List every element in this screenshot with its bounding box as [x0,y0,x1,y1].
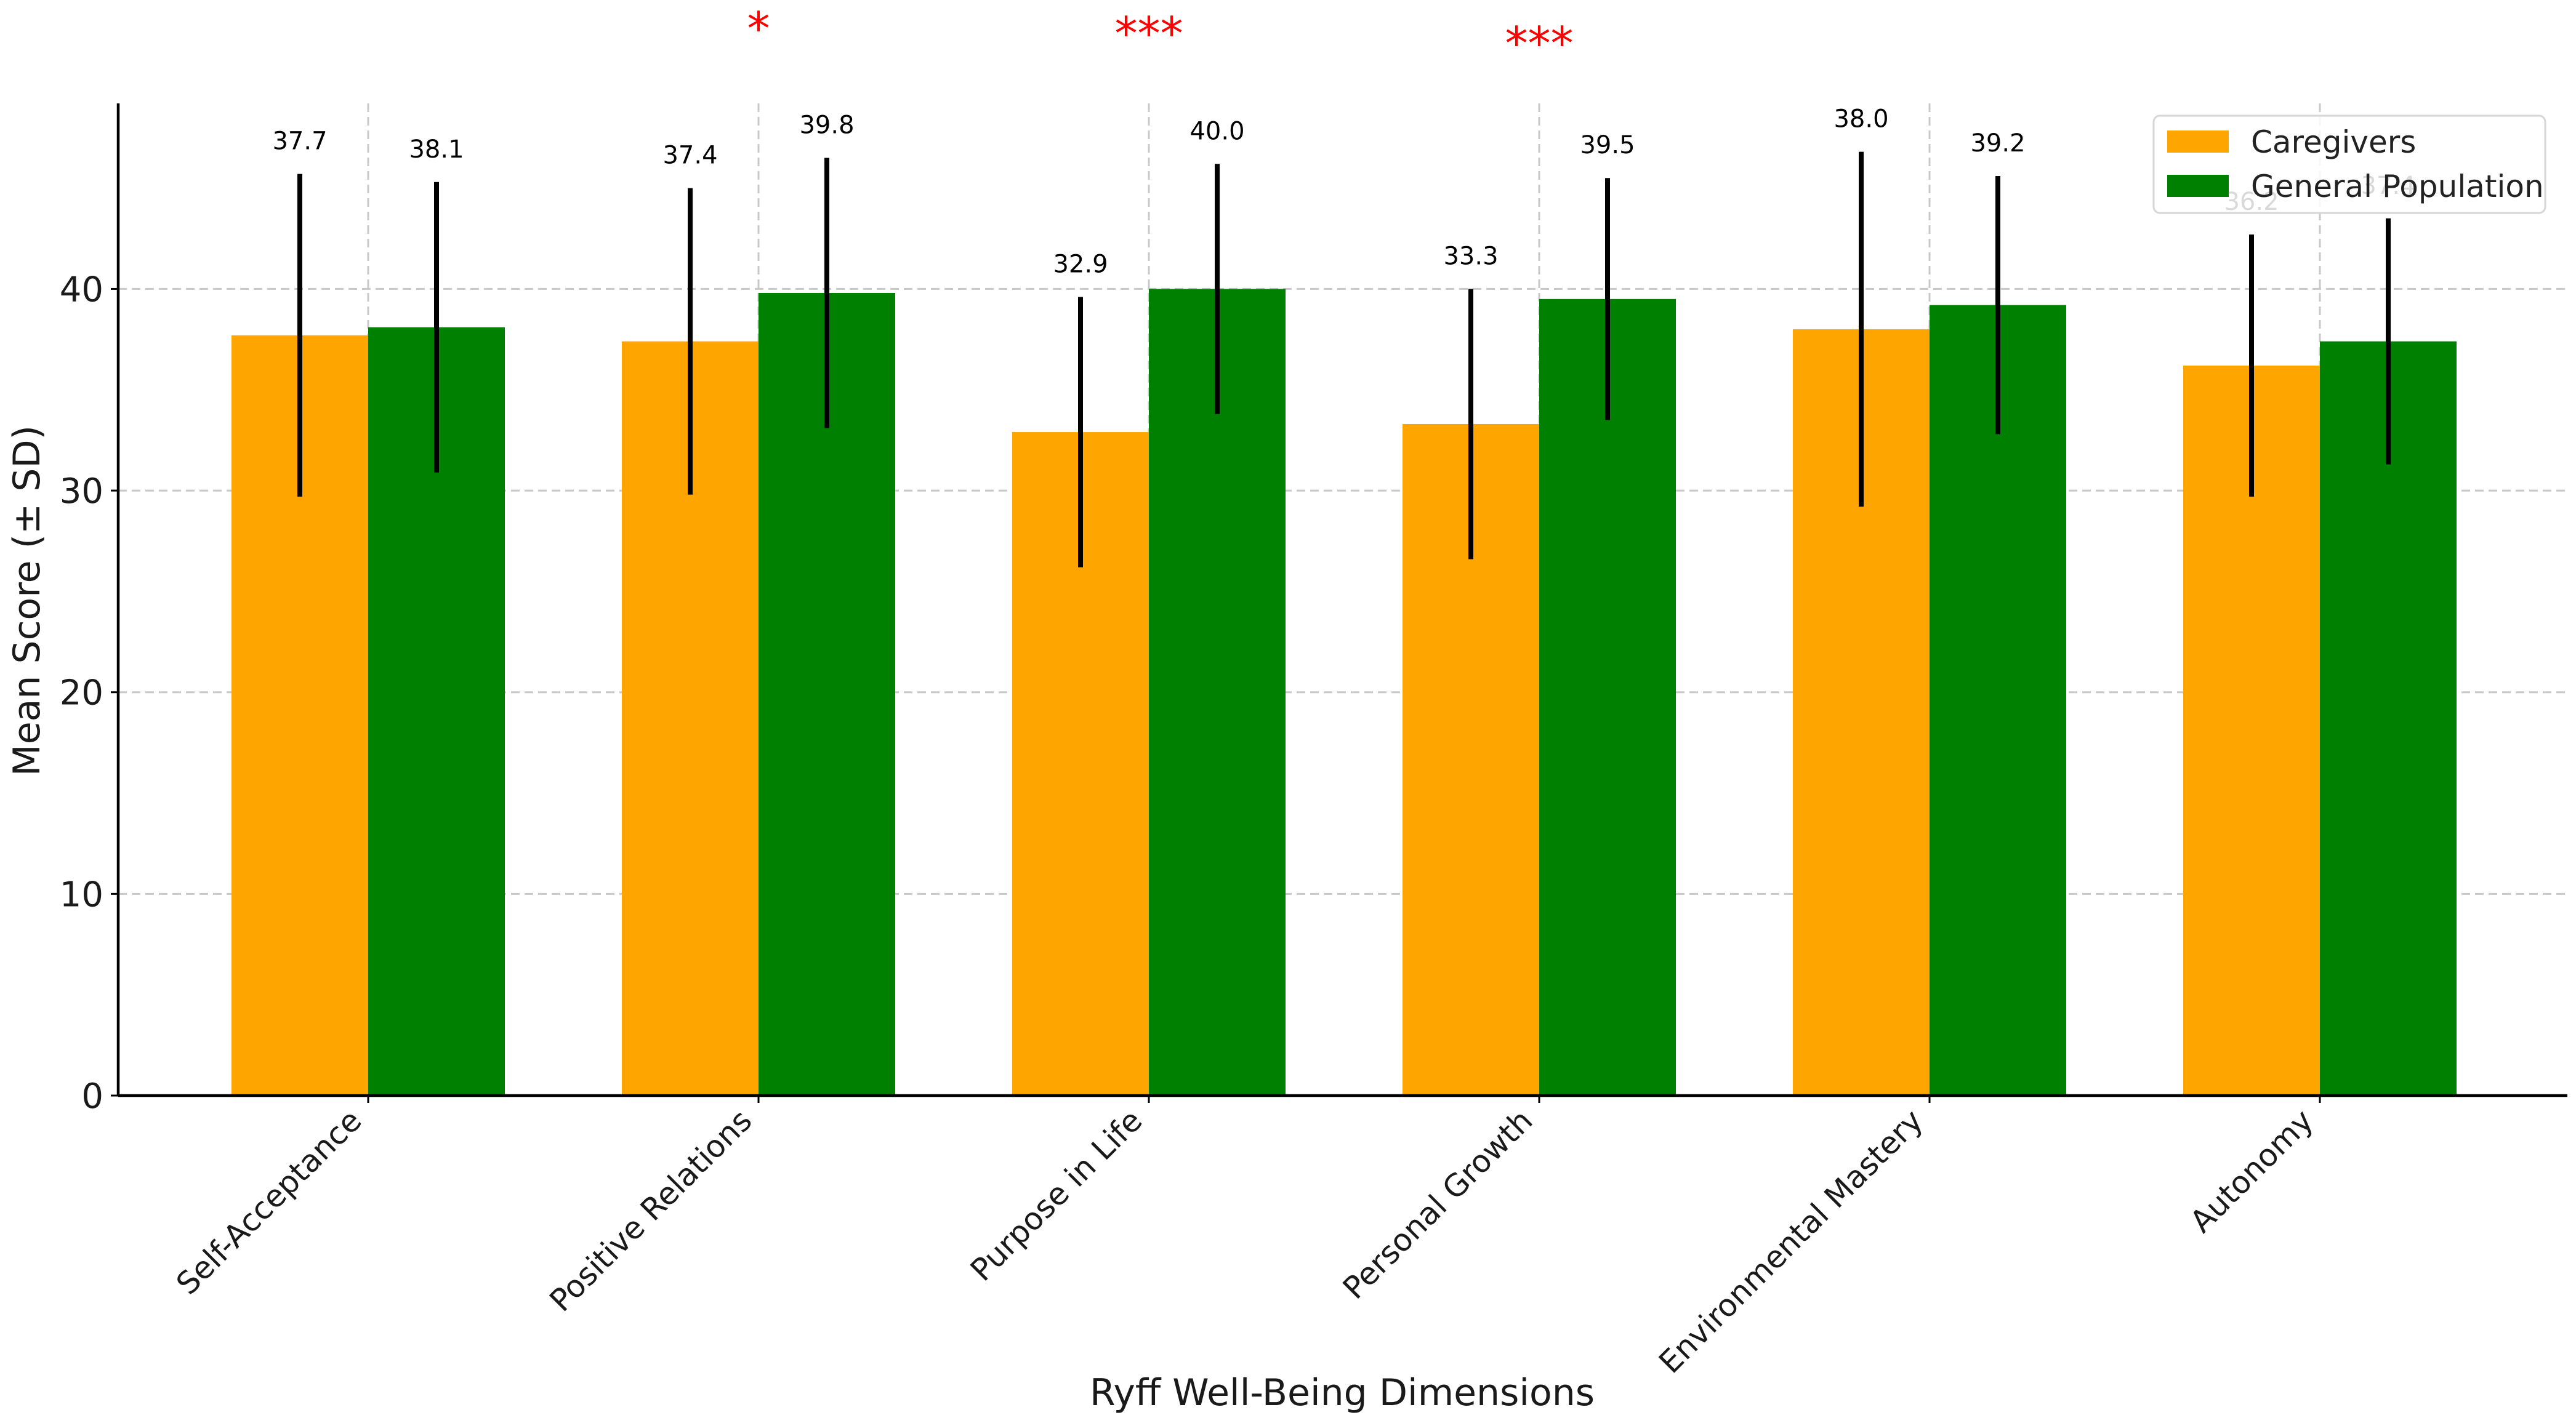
y-tick-label-40: 40 [60,270,103,310]
legend: Caregivers General Population [2152,114,2546,214]
value-label-general-population-self-acceptance: 38.1 [409,135,464,164]
y-tick-label-20: 20 [60,673,103,713]
legend-label-general-population: General Population [2251,169,2544,204]
significance-marker-personal-growth: *** [1505,17,1574,70]
x-tick-label-environmental-mastery: Environmental Mastery [1652,1102,1930,1380]
x-tick-label-personal-growth: Personal Growth [1336,1102,1540,1306]
value-labels-layer: 37.737.432.933.338.036.238.139.840.039.5… [272,105,2415,279]
x-tick-label-autonomy: Autonomy [2183,1102,2320,1240]
y-tick-label-0: 0 [81,1076,103,1116]
x-tick-label-purpose-in-life: Purpose in Life [964,1102,1149,1288]
value-label-caregivers-positive-relations: 37.4 [662,142,717,170]
legend-frame [2152,114,2546,214]
axes-layer: 0 10 20 30 40 [60,103,2567,1116]
x-axis-title: Ryff Well-Being Dimensions [1090,1371,1595,1414]
value-label-general-population-environmental-mastery: 39.2 [1970,129,2025,158]
x-tick-labels: Self-Acceptance Positive Relations Purpose… [169,1102,2320,1380]
errorbars-layer [297,151,2391,567]
legend-label-caregivers: Caregivers [2251,124,2416,160]
significance-marker-positive-relations: * [747,2,770,55]
value-label-general-population-personal-growth: 39.5 [1580,131,1635,159]
x-tick-label-positive-relations: Positive Relations [543,1102,759,1318]
bar-general-population-environmental-mastery [1930,305,2066,1096]
legend-swatch-general-population [2167,175,2229,197]
value-label-caregivers-purpose-in-life: 32.9 [1053,251,1108,279]
value-label-caregivers-self-acceptance: 37.7 [272,127,327,156]
y-axis-title: Mean Score (± SD) [6,425,49,776]
y-tick-label-10: 10 [60,875,103,915]
legend-swatch-caregivers [2167,130,2229,153]
value-label-general-population-purpose-in-life: 40.0 [1189,117,1244,145]
bars-layer [231,289,2457,1096]
bar-general-population-autonomy [2320,341,2457,1096]
x-tick-label-self-acceptance: Self-Acceptance [169,1102,368,1301]
bar-general-population-personal-growth [1539,299,1676,1096]
y-tick-label-30: 30 [60,471,103,511]
value-label-caregivers-environmental-mastery: 38.0 [1833,105,1888,134]
value-label-general-population-positive-relations: 39.8 [799,111,854,139]
value-label-caregivers-personal-growth: 33.3 [1443,242,1498,270]
significance-markers: * *** *** [747,2,1574,70]
bar-general-population-purpose-in-life [1149,289,1286,1096]
significance-marker-purpose-in-life: *** [1115,7,1183,60]
